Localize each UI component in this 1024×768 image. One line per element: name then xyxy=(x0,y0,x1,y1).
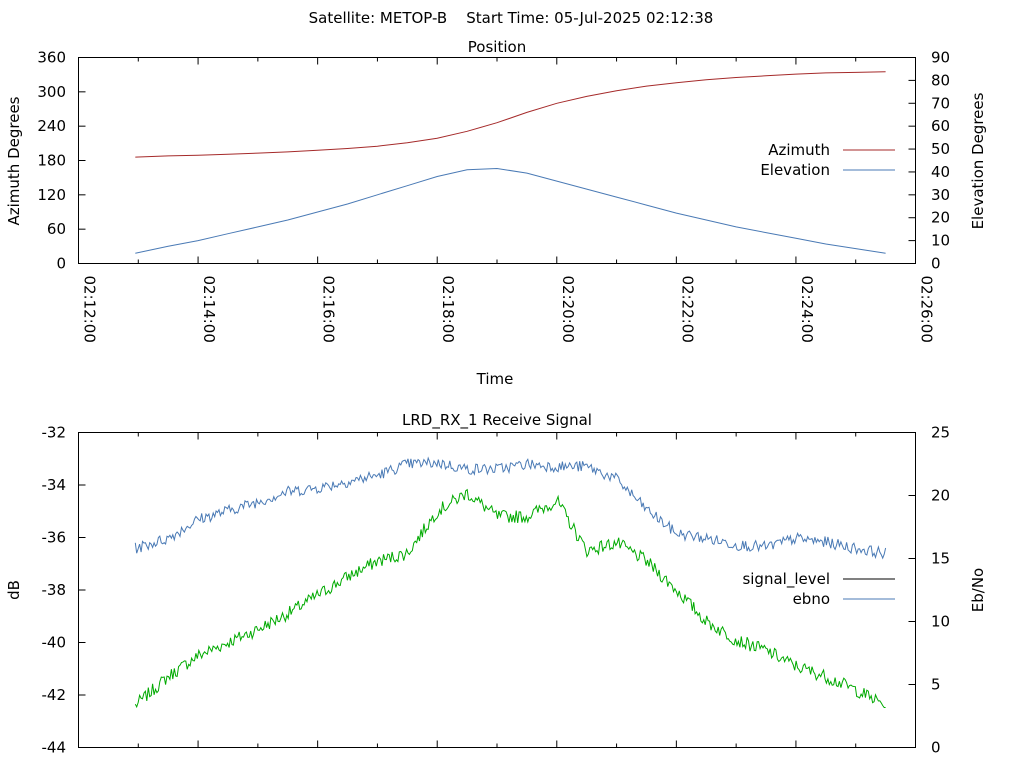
signal-series xyxy=(134,456,887,709)
position-chart: Position 0 60 120 180 240 300 360 0 10 20 30 40 50 6… xyxy=(5,38,987,388)
x-tick-label: 02:18:00 xyxy=(439,276,457,343)
series-line-azimuth xyxy=(135,71,886,158)
y2-tick-label: 40 xyxy=(931,163,950,181)
series-line-elevation xyxy=(135,167,886,254)
y-tick-label: -36 xyxy=(42,529,67,547)
signal-chart-title: LRD_RX_1 Receive Signal xyxy=(402,411,592,430)
x-tick-label: 02:22:00 xyxy=(678,276,696,343)
position-chart-title: Position xyxy=(468,38,526,56)
signal-plot-border xyxy=(78,432,916,748)
x-tick-label: 02:14:00 xyxy=(200,276,218,343)
y2-tick-label: 0 xyxy=(931,255,941,273)
y2-tick-label: 5 xyxy=(931,676,941,694)
signal-db-axis: -44 -42 -40 -38 -36 -34 -32 xyxy=(42,424,86,757)
y-tick-label: -38 xyxy=(42,581,67,599)
x-tick-label: 02:20:00 xyxy=(559,276,577,343)
y2-tick-label: 25 xyxy=(931,424,950,442)
y-tick-label: 300 xyxy=(37,83,66,101)
y-tick-label: -34 xyxy=(42,476,67,494)
position-legend: Azimuth Elevation xyxy=(760,141,895,179)
legend-signal-level-label: signal_level xyxy=(742,570,830,589)
legend-ebno-label: ebno xyxy=(793,590,830,608)
y2-tick-label: 30 xyxy=(931,186,950,204)
ebno-axis-label: Eb/No xyxy=(969,568,987,612)
position-right-axis: 0 10 20 30 40 50 60 70 80 90 xyxy=(908,49,950,273)
legend-azimuth-label: Azimuth xyxy=(768,141,830,159)
signal-legend: signal_level ebno xyxy=(742,570,895,608)
y-tick-label: -32 xyxy=(42,424,67,442)
x-tick-label: 02:26:00 xyxy=(918,276,936,343)
x-tick-label: 02:24:00 xyxy=(798,276,816,343)
x-tick-label: 02:12:00 xyxy=(81,276,99,343)
y2-tick-label: 0 xyxy=(931,739,941,757)
series-line-ebno xyxy=(134,456,887,560)
figure-title: Satellite: METOP-B Start Time: 05-Jul-20… xyxy=(309,9,714,27)
receive-signal-chart: LRD_RX_1 Receive Signal -44-42-40-38-36-… xyxy=(5,411,987,757)
y2-tick-label: 80 xyxy=(931,71,950,89)
y2-tick-label: 90 xyxy=(931,49,950,67)
series-line-signal-level xyxy=(134,488,886,709)
signal-time-axis xyxy=(78,432,916,748)
y2-tick-label: 20 xyxy=(931,209,950,227)
y-tick-label: 180 xyxy=(37,152,66,170)
y2-tick-label: 10 xyxy=(931,232,950,250)
legend-elevation-label: Elevation xyxy=(760,161,830,179)
y2-tick-label: 10 xyxy=(931,613,950,631)
y-tick-label: 360 xyxy=(37,49,66,67)
elevation-axis-label: Elevation Degrees xyxy=(969,92,987,229)
azimuth-axis-label: Azimuth Degrees xyxy=(5,96,23,225)
position-left-axis: 0 60 120 180 240 300 360 xyxy=(37,49,86,273)
y2-tick-label: 20 xyxy=(931,487,950,505)
y-tick-label: -44 xyxy=(42,739,67,757)
y2-tick-label: 60 xyxy=(931,117,950,135)
y-tick-label: 60 xyxy=(47,220,66,238)
y-tick-label: 0 xyxy=(56,255,66,273)
y-tick-label: -40 xyxy=(42,634,67,652)
db-axis-label: dB xyxy=(5,580,23,600)
time-axis-label: Time xyxy=(476,370,514,388)
x-tick-label: 02:16:00 xyxy=(320,276,338,343)
y2-tick-label: 50 xyxy=(931,140,950,158)
y-tick-label: 240 xyxy=(37,117,66,135)
position-time-axis: 02:12:00 02:14:00 02:16:00 02:18:00 02:20:00… xyxy=(78,57,936,343)
position-series xyxy=(135,71,886,254)
signal-ebno-axis: 0 5 10 15 20 25 xyxy=(908,424,950,757)
y2-tick-label: 15 xyxy=(931,550,950,568)
y-tick-label: -42 xyxy=(42,686,67,704)
y-tick-label: 120 xyxy=(37,186,66,204)
y2-tick-label: 70 xyxy=(931,94,950,112)
